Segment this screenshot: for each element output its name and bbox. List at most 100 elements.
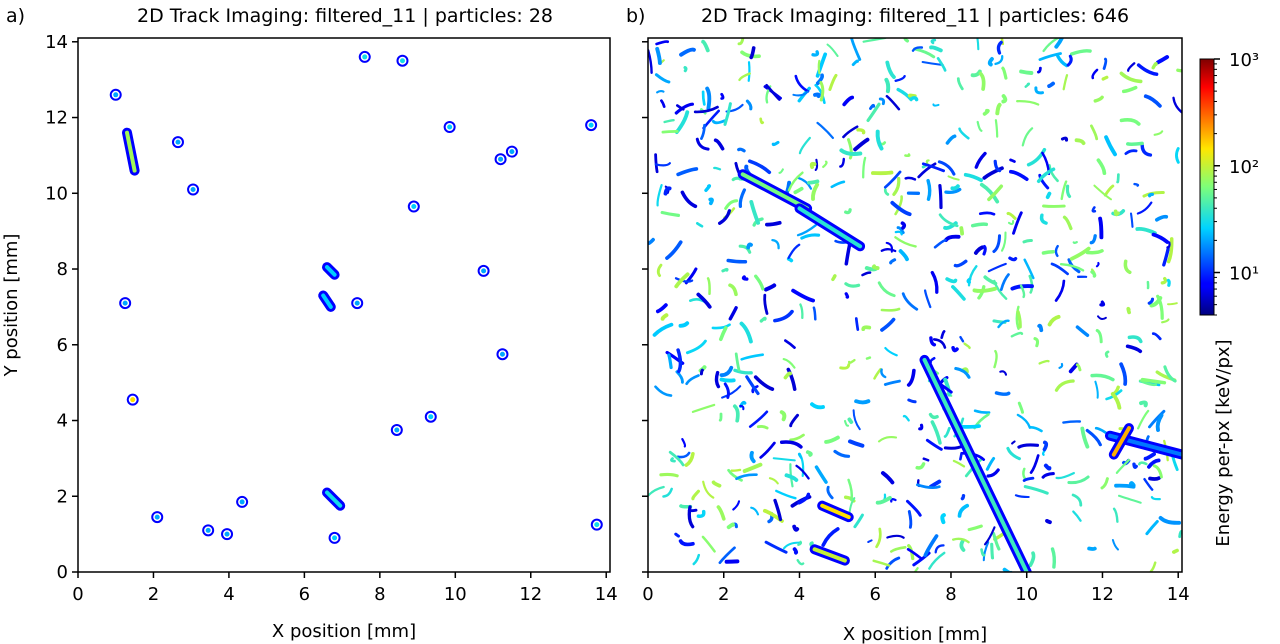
background-track-segment — [1102, 57, 1108, 70]
background-track-segment — [721, 267, 729, 273]
background-track-segment — [872, 559, 891, 567]
background-track-segment — [674, 277, 694, 283]
background-track-segment — [782, 358, 796, 369]
colorbar-gradient — [1199, 58, 1215, 316]
background-track-segment — [789, 463, 794, 488]
background-track-segment — [1062, 74, 1069, 91]
background-track-segment — [747, 159, 772, 175]
background-track-segment — [916, 483, 941, 490]
track-halo — [151, 511, 164, 524]
background-track-segment — [786, 367, 797, 391]
background-track-segment — [1066, 54, 1073, 67]
background-track-segment — [1042, 38, 1061, 53]
track-line — [820, 503, 851, 520]
background-track-segment — [1041, 249, 1055, 255]
background-track-segment — [1132, 462, 1138, 469]
background-track-segment — [768, 477, 779, 485]
background-track-segment — [1110, 392, 1122, 410]
background-track-segment — [654, 162, 671, 167]
background-track-segment — [726, 258, 748, 264]
background-track-segment — [1128, 481, 1136, 487]
panel-a-axes: 0 2 4 6 8 10 12 14 0 2 4 6 8 10 12 14 — [45, 32, 618, 605]
background-track-segment — [733, 368, 753, 375]
background-track-segment — [726, 522, 735, 530]
background-track-segment — [674, 272, 690, 289]
y-tick-label: 12 — [45, 108, 68, 129]
background-track-segment — [799, 303, 804, 320]
background-track-segment — [913, 567, 919, 572]
panel-a: a) 2D Track Imaging: filtered_11 | parti… — [1, 5, 618, 642]
background-track-segment — [844, 208, 852, 215]
background-track-segment — [1161, 318, 1170, 324]
background-track-segment — [877, 281, 896, 298]
background-track-segment — [854, 399, 871, 405]
background-track-segment — [1074, 138, 1086, 146]
background-track-segment — [1070, 49, 1092, 56]
background-track-segment — [1151, 232, 1170, 244]
background-track-segment — [930, 38, 937, 45]
track-line — [740, 172, 810, 211]
background-track-segment — [750, 506, 760, 516]
panel-a-label: a) — [6, 5, 25, 27]
background-track-segment — [691, 489, 700, 501]
background-track-segment — [680, 190, 698, 209]
background-track-segment — [851, 59, 859, 67]
track-marker — [224, 531, 230, 537]
background-track-segment — [813, 92, 821, 99]
background-track-segment — [747, 61, 751, 82]
colorbar: 10¹ 10² 10³ Energy per-px [keV/px] — [1199, 50, 1259, 547]
background-track-segment — [1093, 95, 1104, 103]
background-track-segment — [656, 90, 665, 94]
background-track-segment — [986, 468, 1000, 478]
background-track-segment — [904, 176, 917, 181]
background-track-segment — [1098, 216, 1104, 240]
background-track-segment — [930, 420, 942, 445]
background-track-segment — [932, 338, 947, 349]
background-track-segment — [660, 210, 680, 217]
background-track-segment — [679, 47, 696, 57]
background-track-segment — [1166, 278, 1171, 287]
background-track-segment — [885, 60, 896, 79]
track-line — [1111, 426, 1131, 457]
background-track-segment — [843, 419, 850, 427]
background-track-segment — [861, 271, 872, 277]
background-track-segment — [1143, 94, 1162, 108]
background-track-segment — [701, 90, 706, 106]
background-track-segment — [701, 39, 710, 53]
background-track-segment — [775, 489, 797, 500]
background-track-segment — [749, 450, 756, 464]
background-track-segment — [996, 40, 1003, 55]
background-track-segment — [704, 184, 712, 192]
background-track-segment — [711, 119, 726, 125]
background-track-segment — [1054, 279, 1066, 302]
background-track-segment — [995, 102, 1002, 116]
background-track-segment — [719, 377, 736, 383]
track-marker — [399, 58, 405, 64]
background-track-segment — [1103, 184, 1115, 197]
background-track-segment — [1096, 158, 1107, 176]
background-track-segment — [720, 92, 725, 100]
background-track-segment — [718, 412, 723, 422]
track-line — [922, 357, 1029, 572]
background-track-segment — [1054, 379, 1075, 392]
track-marker — [190, 186, 196, 192]
background-track-segment — [943, 426, 951, 438]
background-track-segment — [778, 168, 784, 174]
background-track-segment — [867, 539, 873, 544]
track-halo — [443, 121, 456, 133]
x-tick-label: 10 — [444, 584, 467, 605]
background-track-segment — [987, 57, 994, 67]
background-track-segment — [771, 140, 780, 147]
background-track-segment — [667, 353, 673, 370]
background-track-segment — [1042, 440, 1049, 452]
colorbar-tick-label: 10¹ — [1229, 264, 1259, 285]
background-track-segment — [742, 462, 763, 473]
background-track-segment — [918, 423, 924, 431]
panel-b-axes: 0 2 4 6 8 10 12 14 — [642, 41, 1190, 605]
background-track-segment — [821, 527, 840, 547]
background-track-segment — [738, 188, 746, 208]
background-track-segment — [1139, 400, 1148, 408]
background-track-segment — [1091, 206, 1097, 213]
background-track-segment — [979, 182, 1000, 204]
background-track-segment — [1045, 518, 1052, 525]
